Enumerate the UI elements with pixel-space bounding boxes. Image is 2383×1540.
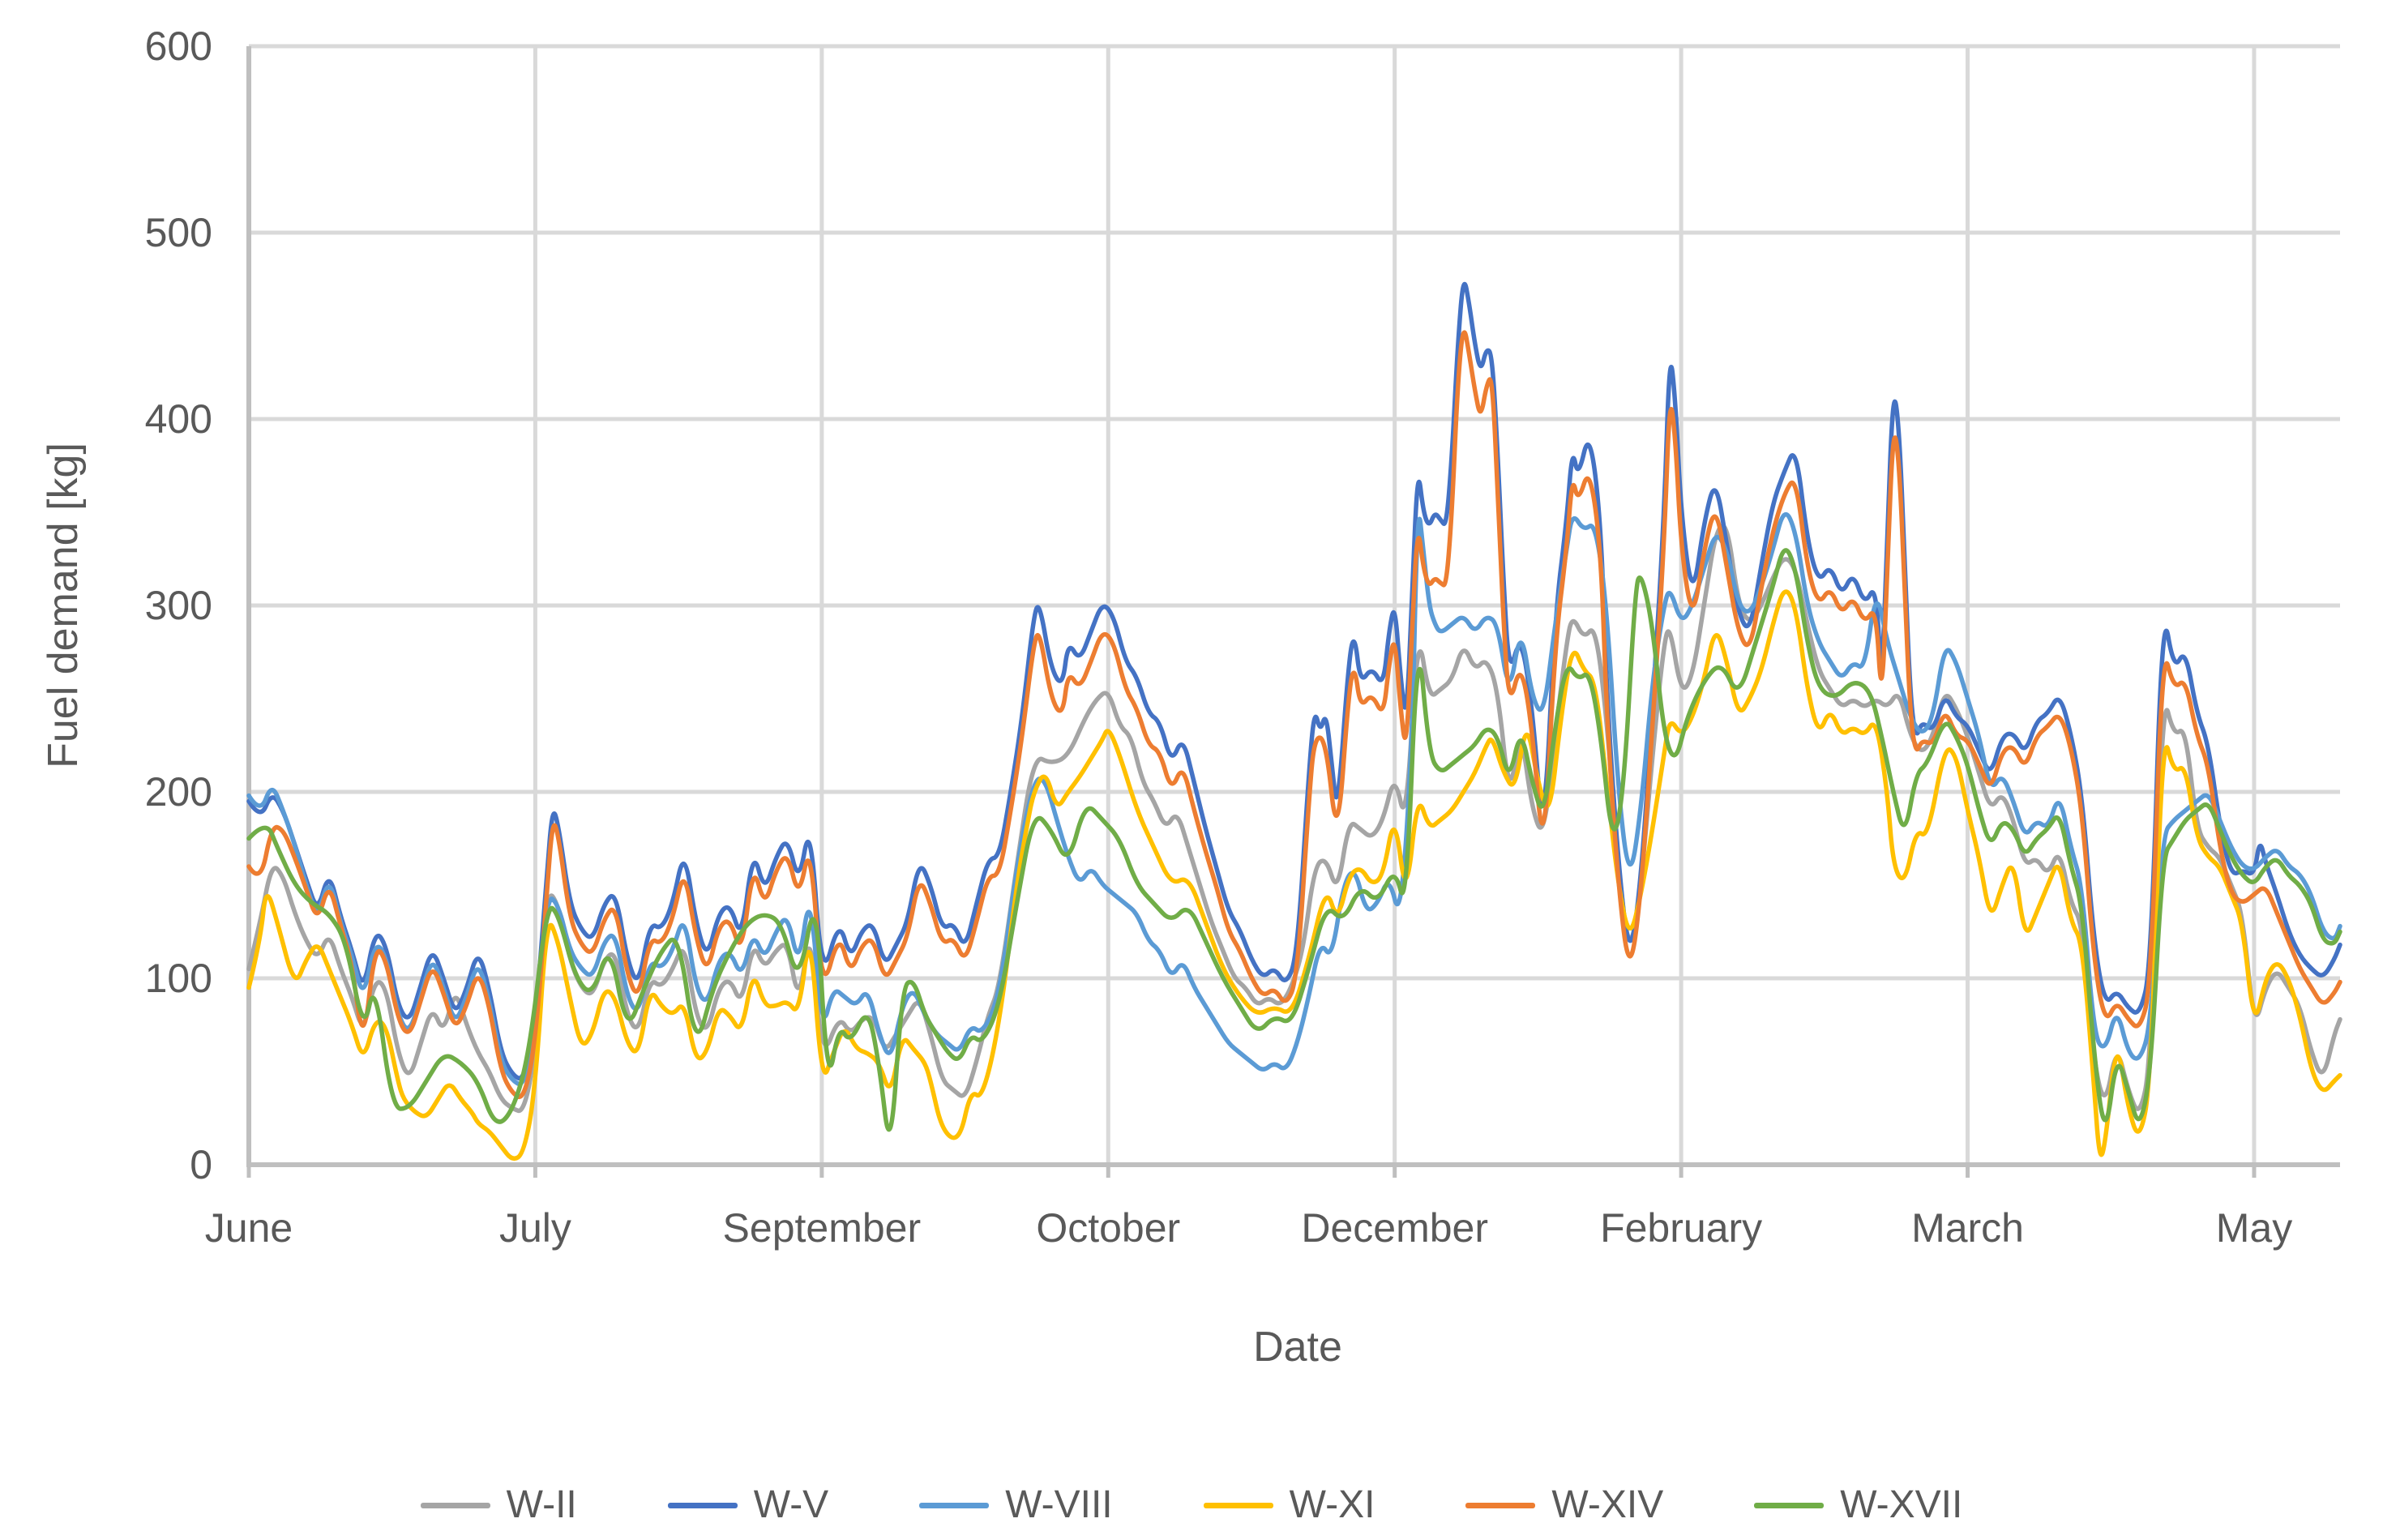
legend-swatch-w-viii — [919, 1502, 990, 1508]
legend-label: W-VIII — [1005, 1483, 1113, 1526]
legend-item-w-viii: W-VIII — [919, 1483, 1113, 1526]
legend-swatch-w-xi — [1203, 1502, 1273, 1508]
x-tick-label: July — [499, 1205, 571, 1251]
legend-item-w-xiv: W-XIV — [1465, 1486, 1663, 1525]
series-line-w-xvii — [246, 548, 2342, 1132]
legend-swatch-w-xiv — [1465, 1502, 1536, 1508]
x-tick-label: February — [1600, 1205, 1762, 1251]
legend-item-w-xi: W-XI — [1203, 1483, 1375, 1526]
legend-label: W-II — [506, 1483, 577, 1526]
legend-label: W-V — [753, 1483, 829, 1526]
x-tick-label: October — [1036, 1205, 1180, 1251]
y-tick-label: 400 — [145, 396, 212, 442]
legend-label: W-XI — [1289, 1483, 1375, 1526]
series-line-w-ii — [246, 523, 2342, 1114]
x-tick-label: September — [723, 1205, 922, 1251]
y-tick-label: 200 — [145, 769, 212, 815]
x-tick-label: December — [1301, 1205, 1488, 1251]
legend-label: W-XVII — [1840, 1483, 1963, 1526]
x-tick-label: June — [205, 1205, 293, 1251]
series-line-w-xiv — [246, 330, 2342, 1099]
chart-legend: W-II W-V W-VIII W-XI W-XIV W-XVII — [0, 1477, 2383, 1534]
x-tick-label: March — [1911, 1205, 2024, 1251]
y-tick-label: 600 — [145, 24, 212, 69]
legend-item-w-v: W-V — [667, 1483, 829, 1526]
legend-swatch-w-xvii — [1754, 1502, 1825, 1508]
series-line-w-xi — [246, 589, 2342, 1161]
y-tick-label: 500 — [145, 210, 212, 255]
x-tick-label: May — [2216, 1205, 2292, 1251]
legend-label: W-XIV — [1551, 1483, 1664, 1526]
legend-swatch-w-v — [667, 1502, 738, 1508]
legend-item-w-xvii: W-XVII — [1754, 1486, 1962, 1525]
y-tick-label: 0 — [190, 1142, 212, 1187]
y-tick-label: 300 — [145, 583, 212, 628]
legend-swatch-w-ii — [420, 1502, 490, 1508]
y-axis-title: Fuel demand [kg] — [40, 443, 87, 768]
legend-item-w-ii: W-II — [420, 1483, 577, 1526]
y-tick-label: 100 — [145, 956, 212, 1001]
x-axis-title: Date — [1253, 1324, 1342, 1371]
